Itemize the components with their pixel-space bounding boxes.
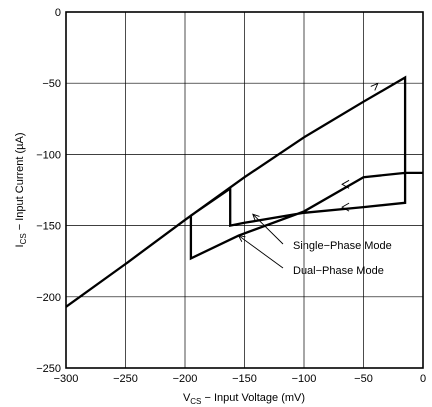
x-tick-label: −100 bbox=[292, 373, 317, 385]
x-tick-label: 0 bbox=[420, 373, 426, 385]
annotation-label: Single−Phase Mode bbox=[293, 240, 392, 252]
y-tick-label: −50 bbox=[42, 78, 61, 90]
direction-arrow bbox=[341, 202, 350, 212]
x-tick-label: −50 bbox=[354, 373, 373, 385]
annotation-leader bbox=[252, 213, 284, 245]
series-line bbox=[65, 75, 423, 308]
x-tick-label: −200 bbox=[173, 373, 198, 385]
y-tick-label: −200 bbox=[36, 292, 61, 304]
y-tick-label: −100 bbox=[36, 149, 61, 161]
annotation-leader bbox=[238, 235, 284, 269]
x-axis-label: VCS − Input Voltage (mV) bbox=[183, 392, 305, 406]
annotation-label: Dual−Phase Mode bbox=[293, 265, 384, 277]
annotations: Single−Phase Mode Dual−Phase Mode bbox=[237, 213, 392, 277]
y-tick-label: 0 bbox=[55, 7, 61, 19]
direction-arrow bbox=[370, 82, 379, 91]
y-tick-label: −150 bbox=[36, 221, 61, 233]
y-axis-label: ICS − Input Current (µA) bbox=[14, 133, 28, 248]
grid-lines bbox=[66, 12, 423, 368]
direction-arrows bbox=[341, 82, 379, 212]
direction-arrow bbox=[341, 179, 350, 189]
annotation-arrowhead bbox=[252, 213, 260, 221]
y-tick-label: −250 bbox=[36, 363, 61, 375]
x-tick-label: −150 bbox=[232, 373, 257, 385]
tick-labels: −300 −250 −200 −150 −100 −50 00−50−100−150−200… bbox=[36, 7, 426, 385]
plot-frame bbox=[65, 11, 424, 369]
x-tick-label: −250 bbox=[113, 373, 138, 385]
annotation-arrowhead bbox=[237, 234, 246, 242]
x-tick-label: −300 bbox=[54, 373, 79, 385]
